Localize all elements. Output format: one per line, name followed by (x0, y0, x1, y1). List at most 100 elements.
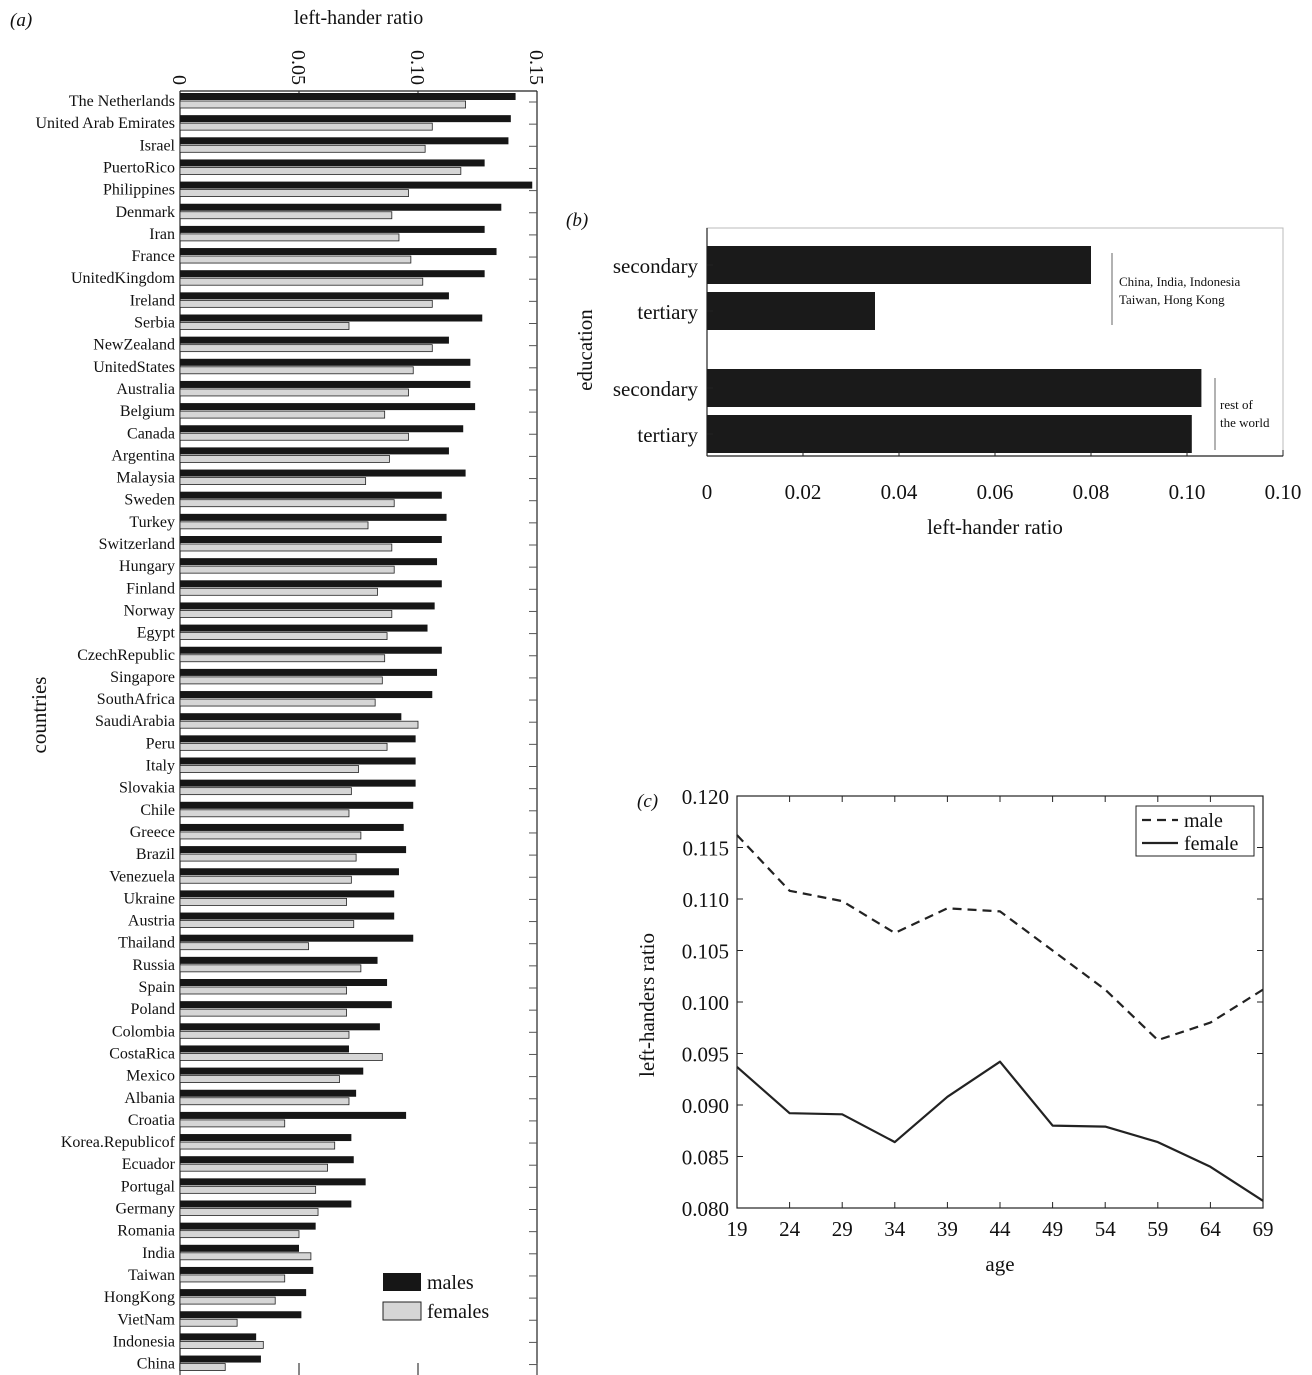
panel-a-bar-female (179, 1075, 340, 1083)
panel-a-x-tick-label: 0.05 (287, 50, 309, 85)
panel-a-bar-male (180, 1089, 357, 1097)
panel-b-y-axis-title: education (573, 309, 597, 391)
panel-a-bar-female (179, 1053, 383, 1061)
panel-a-bar-male (180, 1289, 307, 1297)
panel-a-bar-male (180, 380, 471, 388)
panel-a-bar-male (180, 1244, 299, 1252)
panel-a-country-label: Ukraine (123, 890, 175, 907)
panel-a-bar-female (179, 1318, 238, 1327)
panel-a-legend-swatch-females (382, 1301, 422, 1321)
panel-a-bar-female (179, 255, 412, 264)
panel-a-country-label: Turkey (129, 514, 175, 531)
panel-a-bar-male (180, 513, 447, 521)
panel-a-country-label: Colombia (112, 1023, 175, 1040)
panel-c-y-tick-label: 0.120 (682, 785, 729, 809)
panel-a-country-label: Romania (117, 1223, 175, 1240)
panel-a-country-label: Peru (146, 735, 175, 752)
panel-a-bar-female (179, 1163, 328, 1172)
panel-c-y-axis-title: left-handers ratio (635, 933, 659, 1077)
panel-a-bar-male (180, 1200, 352, 1208)
panel-a-country-label: Poland (131, 1001, 175, 1018)
panel-a-country-label: Hungary (119, 558, 175, 575)
panel-c-line-female (736, 1060, 1264, 1202)
panel-c-y-tick-label: 0.100 (682, 991, 729, 1015)
panel-a-bar-male (180, 1134, 352, 1142)
panel-a-bar-female (179, 587, 378, 596)
panel-a-bar-female (179, 277, 424, 286)
panel-a-bar-female (179, 1274, 286, 1283)
panel-a-country-label: Singapore (110, 669, 175, 686)
panel-a-bar-male (180, 1222, 316, 1230)
panel-a-country-label: CostaRica (109, 1045, 175, 1062)
panel-a-country-label: Malaysia (116, 470, 175, 487)
panel-a-country-label: Korea.Republicof (61, 1134, 176, 1151)
panel-b-bar (707, 415, 1192, 453)
panel-c-x-tick-label: 49 (1042, 1217, 1063, 1241)
panel-a-country-label: UnitedStates (93, 359, 175, 376)
panel-c-x-tick-label: 24 (779, 1217, 801, 1241)
panel-b-x-tick-label: 0.10 (1169, 480, 1206, 504)
panel-a-country-label: Egypt (137, 625, 176, 642)
panel-a-country-label: SaudiArabia (95, 713, 175, 730)
panel-a-bar-male (180, 1333, 257, 1341)
panel-a-bar-female (179, 676, 383, 685)
panel-a-bar-male (180, 270, 485, 278)
panel-a-country-label: Chile (140, 802, 175, 819)
panel-c-y-tick-label: 0.110 (683, 888, 729, 912)
panel-a-bar-female (179, 1363, 226, 1371)
panel-a-bar-male (180, 912, 395, 920)
panel-c-x-tick-label: 69 (1253, 1217, 1274, 1241)
panel-a-bar-male (180, 1311, 302, 1319)
panel-a-bar-male (180, 580, 442, 588)
panel-a-country-label: United Arab Emirates (35, 115, 175, 132)
panel-b-group-label-line: China, India, Indonesia (1119, 274, 1241, 289)
panel-c-y-tick-label: 0.115 (683, 837, 729, 861)
panel-a-bar-male (180, 536, 442, 543)
panel-c-y-tick-label: 0.090 (682, 1094, 729, 1118)
panel-a-bar-male (180, 1067, 364, 1075)
panel-a-bar-female (179, 477, 367, 485)
panel-a-bar-female (179, 366, 414, 375)
panel-a-bar-male (180, 1045, 349, 1053)
panel-a-bar-male (180, 1001, 392, 1009)
panel-a-country-label: Iran (149, 226, 175, 243)
panel-a-bar-male (180, 137, 509, 145)
panel-a-bar-male (180, 181, 533, 189)
panel-a-bar-female (179, 1341, 264, 1349)
panel-a-bar-female (179, 654, 386, 663)
panel-c-x-axis-title: age (985, 1252, 1014, 1276)
panel-a-bar-female (179, 1185, 317, 1194)
panel-c-legend-label-female: female (1184, 833, 1239, 855)
panel-a-country-label: NewZealand (93, 337, 175, 354)
panel-a-country-label: Italy (146, 758, 175, 775)
panel-b-x-tick-label: 0.10 (1265, 480, 1302, 504)
panel-a-country-label: VietNam (117, 1311, 175, 1328)
panel-a-bar-male (180, 1178, 366, 1186)
panel-a-bar-female (179, 787, 352, 796)
panel-b-x-tick-label: 0.06 (977, 480, 1014, 504)
panel-a-bar-female (179, 543, 393, 552)
panel-a-country-label: UnitedKingdom (71, 270, 176, 287)
panel-a-bar-male (180, 934, 414, 942)
panel-a-bar-male (180, 757, 416, 765)
panel-a-bar-female (179, 521, 369, 530)
panel-a-bar-female (179, 875, 352, 884)
panel-a-country-label: France (131, 248, 175, 265)
panel-c-x-tick-label: 39 (937, 1217, 958, 1241)
panel-a-bar-female (179, 1030, 350, 1039)
panel-a-bar-male (180, 624, 428, 632)
panel-a-bar-male (180, 1156, 354, 1164)
panel-a-bar-male (180, 292, 449, 300)
panel-a-bar-male (180, 336, 449, 344)
panel-a-country-label: SouthAfrica (97, 691, 175, 708)
panel-a-bar-female (179, 1141, 336, 1150)
panel-a-bar-female (179, 920, 355, 928)
panel-a-country-label: Venezuela (109, 868, 175, 885)
panel-c-line-male (736, 834, 1264, 1042)
panel-a-bar-male (180, 846, 407, 854)
panel-a-country-label: Croatia (128, 1112, 175, 1129)
panel-a-country-label: Sweden (124, 492, 175, 509)
panel-a-x-tick-label: 0.10 (406, 50, 428, 85)
panel-a-bar-female (179, 410, 386, 419)
